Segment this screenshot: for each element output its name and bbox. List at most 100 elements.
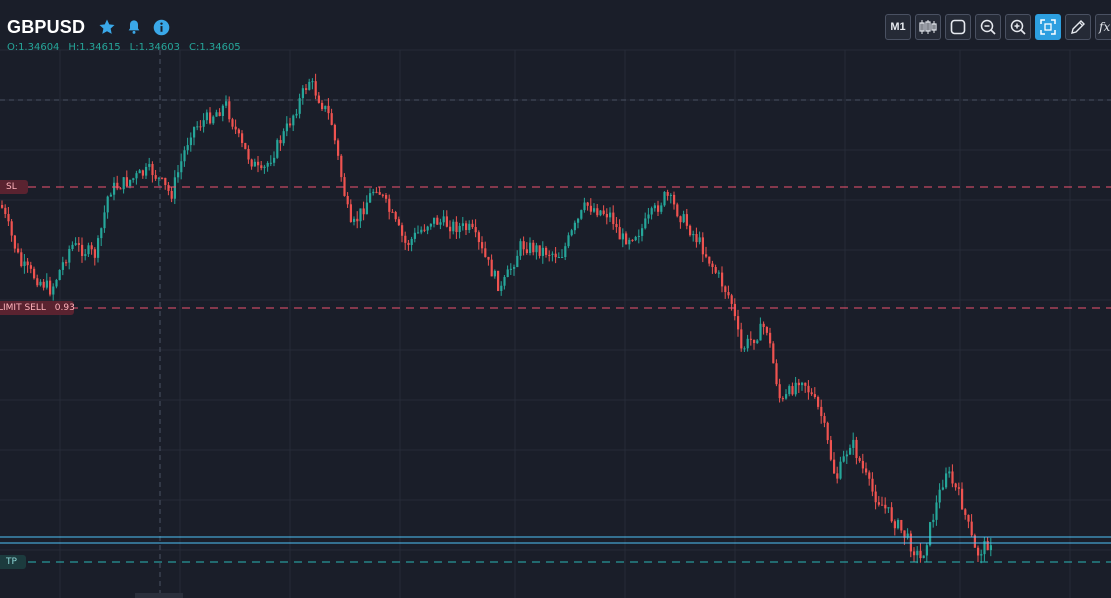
candle-body [122,177,125,190]
candle-body [500,285,503,291]
candle-body [129,179,132,187]
candle-body [641,228,644,236]
info-icon[interactable] [152,18,170,36]
candle-body [55,279,58,287]
limit-sell-tag[interactable]: LIMIT SELL 0.93 [0,301,74,315]
fit-screen-icon[interactable] [1035,14,1061,40]
zoom-out-icon[interactable] [975,14,1001,40]
candle-body [577,218,580,223]
candle-body [538,245,541,256]
candle-body [375,191,378,193]
candle-body [385,195,388,199]
zoom-in-icon[interactable] [1005,14,1031,40]
candle-body [698,237,701,243]
candle-body [119,188,122,190]
sl-tag[interactable]: SL [0,180,28,194]
candle-body [759,323,762,341]
pencil-icon[interactable] [1065,14,1091,40]
candle-body [276,140,279,158]
candle-body [663,191,666,206]
candle-body [445,216,448,227]
candle-body [212,116,215,124]
candle-body [39,281,42,286]
limit-sell-volume: 0.93 [54,303,74,313]
candle-body [161,177,164,179]
candle-body [772,343,775,364]
candle-body [468,223,471,231]
candle-body [900,519,903,531]
timeframe-button[interactable]: M1 [885,14,911,40]
candle-body [615,224,618,228]
candle-body [311,81,314,83]
candle-body [378,192,381,195]
candle-body [557,257,560,259]
candle-body [356,218,359,222]
star-icon[interactable] [98,18,116,36]
candle-body [836,473,839,479]
candle-body [909,533,912,552]
candle-body [442,216,445,223]
time-cursor-label [135,593,183,598]
candle-body [925,545,928,556]
candle-body [196,126,199,128]
candle-body [506,269,509,278]
ohlc-close: C:1.34605 [188,42,241,53]
candle-body [621,233,624,240]
candle-body [573,222,576,231]
candle-body [33,268,36,279]
candle-body [740,329,743,349]
candle-body [778,384,781,399]
candle-body [452,221,455,232]
candle-body [657,205,660,212]
candle-body [644,218,647,229]
candle-body [209,112,212,124]
candle-body [682,214,685,223]
candle-body [359,208,362,222]
symbol-name[interactable]: GBPUSD [7,16,86,37]
candle-body [317,95,320,103]
candle-body [522,241,525,250]
candle-body [791,386,794,395]
candle-body [458,225,461,233]
candle-body [695,233,698,243]
candle-body [93,249,96,258]
tp-tag[interactable]: TP [0,555,26,569]
candle-body [241,133,244,144]
candle-body [413,232,416,239]
candle-body [746,338,749,349]
chart-toolbar: M1 fx [885,14,1111,40]
candle-body [484,248,487,257]
candle-body [964,509,967,515]
candle-body [929,522,932,546]
square-icon[interactable] [945,14,971,40]
candle-body [679,216,682,223]
candle-body [106,196,109,213]
candle-body [231,119,234,127]
candle-body [273,157,276,163]
candle-body [637,235,640,237]
candle-body [298,98,301,114]
candle-body [148,163,151,167]
candle-body [305,88,308,90]
candle-body [801,382,804,386]
candle-body [257,161,260,166]
candle-body [733,303,736,317]
candle-body [983,541,986,555]
candles-icon[interactable] [915,14,941,40]
candle-body [605,213,608,218]
candle-body [810,392,813,395]
candle-body [279,140,282,144]
candle-body [845,454,848,457]
fx-icon[interactable]: fx [1095,14,1111,40]
bell-icon[interactable] [125,18,143,36]
candle-body [535,245,538,253]
candle-body [164,177,167,186]
candle-body [935,502,938,520]
candle-body [609,212,612,218]
candle-body [833,459,836,474]
candle-body [391,211,394,213]
candle-body [247,148,250,160]
candle-body [922,555,925,559]
candle-body [625,233,628,245]
